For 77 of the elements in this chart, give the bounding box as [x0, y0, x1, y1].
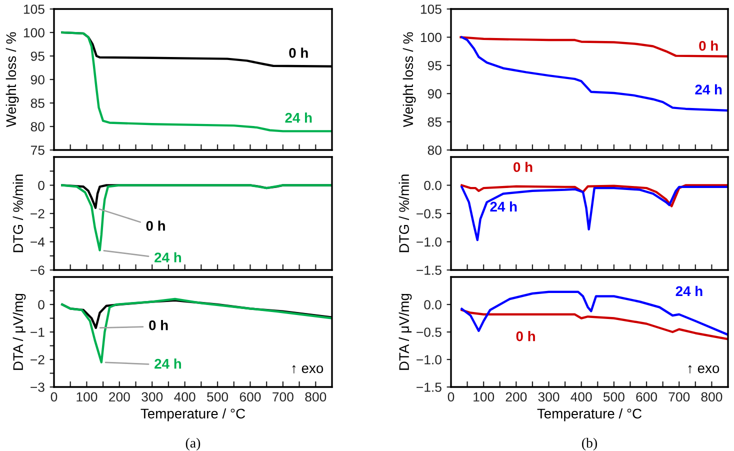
- y-axis-title: Weight loss / %: [6, 32, 19, 128]
- y-tick-label: 100: [24, 28, 44, 38]
- y-tick-label: −4: [30, 237, 45, 247]
- annotation: ↑ exo: [292, 365, 324, 374]
- y-tick-label: 85: [30, 98, 44, 108]
- series-label: 24 h: [285, 112, 312, 123]
- series-label: 0 h: [289, 48, 308, 58]
- line-series: [460, 36, 728, 112]
- y-tick-label: 80: [428, 146, 442, 155]
- x-axis-title: Temperature / °C: [537, 408, 642, 422]
- line-series: [460, 186, 728, 242]
- y-axis-title: DTG / %/min: [12, 174, 24, 252]
- y-tick-label: 95: [428, 60, 442, 70]
- y-tick-label: 0: [38, 300, 44, 310]
- x-tick-label: 100: [76, 392, 98, 402]
- x-tick-label: 200: [109, 392, 130, 402]
- x-tick-label: 600: [636, 392, 658, 402]
- x-tick-label: 500: [603, 392, 624, 402]
- y-axis-title: Weight loss / %: [402, 32, 416, 128]
- y-tick-label: 75: [30, 146, 44, 155]
- y-tick-label: −1: [30, 328, 44, 337]
- x-tick-label: 500: [207, 392, 228, 402]
- x-tick-label: 400: [174, 392, 196, 402]
- x-tick-label: 400: [570, 392, 592, 402]
- y-tick-label: 0: [38, 180, 44, 190]
- x-tick-label: 700: [668, 392, 690, 402]
- series-label: 0 h: [699, 40, 718, 51]
- y-tick-label: 85: [428, 117, 442, 127]
- series-label: 24 h: [490, 201, 517, 212]
- series-label: 0 h: [514, 162, 532, 172]
- y-tick-label: −1.5: [416, 382, 442, 392]
- line-series: [460, 36, 728, 58]
- line-series: [460, 308, 728, 340]
- y-tick-label: 105: [420, 4, 442, 14]
- y-tick-label: −3: [30, 382, 44, 392]
- y-tick-label: −1.5: [416, 266, 442, 275]
- x-tick-label: 200: [506, 392, 527, 402]
- text: (a): [186, 438, 200, 450]
- x-tick-label: 700: [272, 392, 294, 402]
- x-tick-label: 0: [50, 392, 58, 402]
- y-tick-label: 95: [30, 52, 44, 61]
- text: (b): [582, 438, 597, 450]
- y-tick-label: −2: [30, 209, 44, 218]
- y-tick-label: 0.0: [424, 300, 442, 310]
- y-tick-label: 100: [420, 32, 442, 42]
- x-tick-label: 800: [305, 392, 326, 402]
- x-tick-label: 100: [474, 392, 494, 402]
- y-axis-title: DTA / μV/mg: [12, 294, 26, 370]
- y-tick-label: −0.5: [416, 209, 442, 218]
- y-tick-label: 0.0: [424, 180, 442, 190]
- y-tick-label: −2: [30, 355, 44, 364]
- line-series: [61, 184, 332, 252]
- y-tick-label: 80: [30, 122, 44, 132]
- y-tick-label: 90: [30, 75, 44, 84]
- series-label: 24 h: [676, 286, 702, 296]
- text: 0 h: [146, 220, 165, 231]
- y-tick-label: −1.0: [416, 355, 442, 364]
- y-tick-label: −1.0: [416, 237, 442, 247]
- y-tick-label: −6: [30, 266, 44, 275]
- series-label: 0 h: [516, 331, 535, 342]
- text: 24 h: [154, 358, 182, 369]
- annotation: ↑ exo: [688, 365, 720, 374]
- x-tick-label: 0: [448, 392, 454, 402]
- x-axis-title: Temperature / °C: [140, 408, 246, 422]
- series-label: 24 h: [695, 84, 722, 94]
- y-axis-title: DTG / %/min: [398, 174, 410, 252]
- y-tick-label: −0.5: [416, 328, 442, 337]
- x-tick-label: 300: [538, 392, 560, 402]
- x-tick-label: 600: [240, 392, 261, 402]
- y-tick-label: 105: [24, 4, 44, 14]
- series-label: 0 h: [149, 320, 168, 330]
- text: 24 h: [154, 252, 182, 262]
- x-tick-label: 300: [142, 392, 163, 402]
- x-tick-label: 800: [701, 392, 722, 402]
- y-axis-title: DTA / μV/mg: [398, 294, 412, 370]
- y-tick-label: 90: [428, 89, 442, 99]
- line-series: [61, 31, 332, 132]
